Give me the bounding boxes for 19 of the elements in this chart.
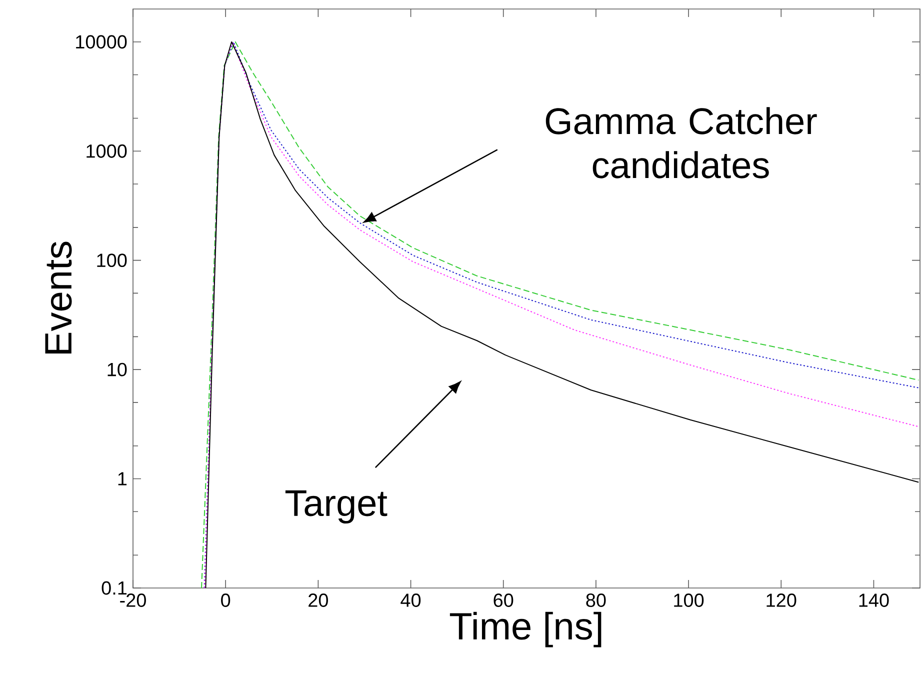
y-tick-label: 100 <box>97 254 127 268</box>
x-axis-title: Time [ns] <box>450 612 602 648</box>
x-tick-label: -20 <box>120 594 146 607</box>
annotation: Gamma Catcher candidates <box>546 107 817 178</box>
x-tick-label: 140 <box>859 594 889 607</box>
x-tick-label: 120 <box>766 594 796 607</box>
x-tick-label: 100 <box>674 594 704 607</box>
annotation: Target <box>285 490 388 524</box>
y-tick-label: 1000 <box>86 144 127 158</box>
x-tick-label: 40 <box>400 594 421 607</box>
x-tick-label: 20 <box>308 594 328 607</box>
y-tick-label: 1 <box>118 472 127 486</box>
y-axis-title: Events <box>45 242 72 354</box>
y-tick-label: 10000 <box>76 35 127 49</box>
x-tick-label: 60 <box>494 594 514 607</box>
x-tick-label: 0 <box>221 594 230 607</box>
x-tick-label: 80 <box>586 594 606 607</box>
y-tick-label: 0.1 <box>102 581 127 595</box>
y-tick-label: 10 <box>108 362 127 376</box>
